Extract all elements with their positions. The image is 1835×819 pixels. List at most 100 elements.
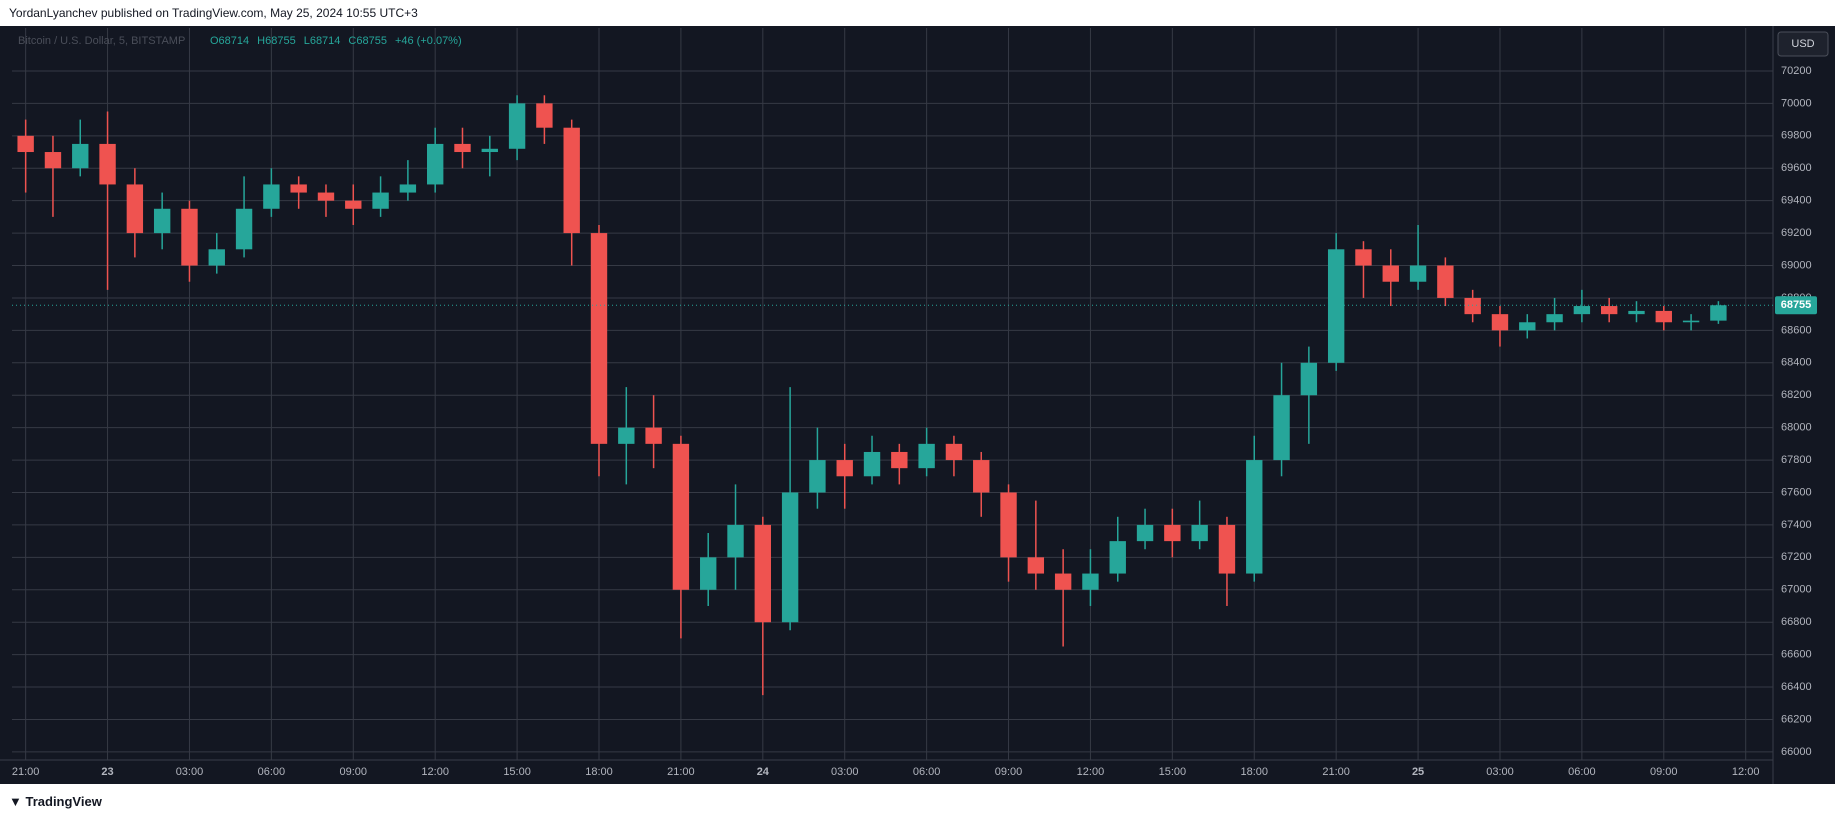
candle-body — [1628, 310, 1645, 315]
candle-body — [1246, 460, 1263, 574]
y-tick-label: 67800 — [1781, 454, 1812, 466]
candle-body — [1464, 297, 1481, 315]
x-tick-label: 18:00 — [585, 766, 613, 778]
candle-body — [1136, 524, 1154, 542]
y-tick-label: 68600 — [1781, 324, 1812, 336]
candle-body — [1000, 492, 1017, 558]
candle-body — [17, 135, 34, 153]
last-price-label: 68755 — [1781, 299, 1812, 311]
candle-body — [1109, 541, 1126, 574]
candle-body — [1546, 314, 1563, 323]
candle-body — [1491, 314, 1509, 331]
candle-body — [1355, 249, 1372, 266]
y-tick-label: 68400 — [1781, 357, 1812, 369]
symbol: Bitcoin / U.S. Dollar, 5, BITSTAMP — [18, 35, 185, 47]
brand-text: TradingView — [25, 794, 102, 809]
x-tick-label: 06:00 — [258, 766, 286, 778]
ohlc-readout: O68714 — [210, 35, 249, 47]
ohlc-readout: H68755 — [257, 35, 296, 47]
candle-body — [1164, 524, 1181, 542]
candle-body — [1573, 306, 1591, 315]
y-tick-label: 66600 — [1781, 649, 1812, 661]
candle-body — [372, 192, 389, 209]
y-tick-label: 69800 — [1781, 130, 1812, 142]
candle-body — [1327, 249, 1345, 363]
candle-body — [1682, 320, 1700, 323]
x-tick-label: 15:00 — [503, 766, 531, 778]
candle-body — [536, 103, 553, 128]
x-tick-label: 09:00 — [340, 766, 368, 778]
candle-body — [1655, 310, 1672, 323]
x-tick-label: 18:00 — [1240, 766, 1268, 778]
candle-body — [99, 143, 116, 185]
candle-body — [918, 443, 935, 469]
y-tick-label: 69200 — [1781, 227, 1812, 239]
ohlc-readout: +46 (+0.07%) — [395, 35, 462, 47]
y-tick-label: 68000 — [1781, 422, 1812, 434]
candle-body — [1437, 265, 1454, 298]
candle-body — [563, 127, 580, 234]
byline: YordanLyanchev published on TradingView.… — [9, 6, 418, 20]
y-tick-label: 69000 — [1781, 259, 1812, 271]
x-tick-label: 03:00 — [831, 766, 859, 778]
y-tick-label: 70200 — [1781, 65, 1812, 77]
y-tick-label: 67000 — [1781, 584, 1812, 596]
last-price-tag — [1775, 296, 1817, 315]
candle-body — [208, 249, 225, 266]
candle-body — [1082, 573, 1099, 590]
x-tick-label: 09:00 — [1650, 766, 1678, 778]
candle-body — [1382, 265, 1399, 282]
candle-body — [1600, 306, 1618, 315]
x-tick-label: 03:00 — [1486, 766, 1514, 778]
y-tick-label: 66800 — [1781, 616, 1812, 628]
x-tick-label: 21:00 — [12, 766, 40, 778]
candle-body — [153, 208, 171, 234]
x-tick-label: 06:00 — [913, 766, 941, 778]
candle-body — [945, 443, 963, 461]
x-tick-label: 21:00 — [1322, 766, 1350, 778]
x-tick-label: 12:00 — [1732, 766, 1760, 778]
candle-body — [508, 103, 526, 149]
candle-body — [809, 460, 826, 493]
y-tick-label: 67600 — [1781, 486, 1812, 498]
candle-body — [1409, 265, 1427, 282]
candle-body — [72, 143, 89, 169]
x-tick-label: 12:00 — [1077, 766, 1105, 778]
candle-body — [426, 143, 444, 185]
currency-button[interactable] — [1777, 31, 1829, 57]
candle-body — [1519, 322, 1536, 331]
candle-body — [345, 200, 362, 209]
y-tick-label: 67200 — [1781, 551, 1812, 563]
candle-body — [863, 451, 881, 477]
candle-body — [1191, 524, 1208, 542]
y-tick-label: 66400 — [1781, 681, 1812, 693]
x-tick-label: 12:00 — [421, 766, 449, 778]
y-tick-label: 69600 — [1781, 162, 1812, 174]
candle-body — [618, 427, 635, 444]
candle-body — [973, 460, 990, 493]
candle-body — [781, 492, 799, 623]
y-tick-label: 70000 — [1781, 97, 1812, 109]
candle-body — [672, 443, 690, 590]
candle-body — [481, 148, 498, 153]
candle-body — [727, 524, 744, 558]
chart-bg — [0, 26, 1835, 784]
candle-body — [1218, 524, 1236, 574]
y-tick-label: 67400 — [1781, 519, 1812, 531]
candle-body — [181, 208, 198, 266]
candle-body — [754, 524, 772, 623]
candle-body — [399, 184, 417, 193]
chart: 66000 66200 66400 66600 66800 67000 67200 67400… — [0, 26, 1835, 784]
candle-body — [1054, 573, 1072, 590]
candle-body — [263, 184, 280, 209]
currency[interactable]: USD — [1791, 38, 1814, 50]
candle-body — [1273, 395, 1290, 461]
y-tick-label: 66000 — [1781, 746, 1812, 758]
candle-body — [645, 427, 662, 444]
y-tick-label: 68200 — [1781, 389, 1812, 401]
candle-body — [235, 208, 253, 250]
candle-body — [126, 184, 144, 234]
x-tick-label: 24 — [757, 766, 770, 778]
brand: ▼ TradingView — [9, 794, 102, 809]
